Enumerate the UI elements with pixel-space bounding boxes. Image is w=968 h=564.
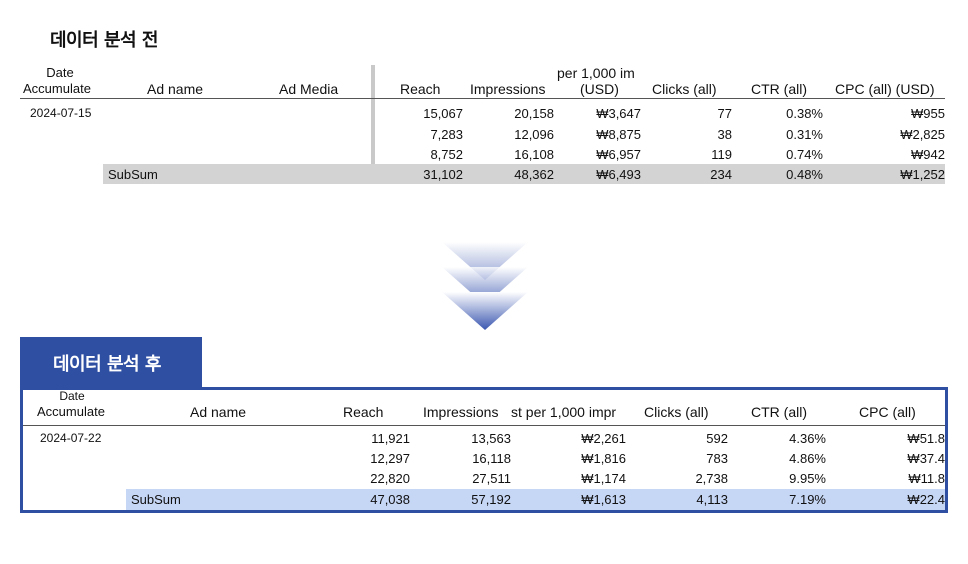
cell-clicks: 2,738 [695,471,728,486]
header-cpm-line1: per 1,000 im [557,65,635,81]
cell-impressions: 12,096 [514,127,554,142]
header-ctr: CTR (all) [751,404,807,420]
cell-cpm: ₩3,647 [596,106,641,121]
cell-clicks: 38 [717,127,732,142]
header-date-line2: Accumulate [23,81,91,96]
cell-impressions: 13,563 [471,431,511,446]
cell-cpc: ₩942 [911,147,945,162]
row-date: 2024-07-22 [40,431,102,445]
cell-cpc: ₩955 [911,106,945,121]
subsum-clicks: 234 [710,167,732,182]
cell-impressions: 27,511 [472,471,511,486]
cell-clicks: 119 [711,147,732,162]
header-cpc: CPC (all) (USD) [835,81,935,97]
header-cpm-line2: (USD) [580,81,619,97]
header-ad-name: Ad name [147,81,204,97]
cell-cpm: ₩1,816 [581,451,626,466]
subsum-cpm: ₩6,493 [596,167,641,182]
subsum-label: SubSum [108,167,158,182]
subsum-ctr: 0.48% [786,167,823,182]
cell-impressions: 16,118 [472,451,511,466]
header-ad-media: Ad Media [279,81,339,97]
cell-cpc: ₩37.4 [907,451,945,466]
before-section-title: 데이터 분석 전 [50,30,158,51]
cell-reach: 15,067 [423,106,463,121]
cell-cpc: ₩11.8 [908,471,945,486]
header-date-line1: Date [46,65,74,80]
cell-clicks: 592 [706,431,728,446]
after-table-frame [20,387,948,513]
subsum-impressions: 57,192 [471,492,511,507]
cell-ctr: 4.86% [789,451,826,466]
header-impressions: Impressions [423,404,499,420]
cell-clicks: 77 [717,106,732,121]
cell-reach: 8,752 [430,147,463,162]
subsum-row-background [126,489,945,510]
header-date-line1: Date [59,389,85,403]
cell-reach: 12,297 [370,451,410,466]
header-ctr: CTR (all) [751,81,807,97]
cell-ctr: 4.36% [789,431,826,446]
subsum-reach: 31,102 [423,167,463,182]
row-date: 2024-07-15 [30,106,92,120]
cell-reach: 22,820 [370,471,410,486]
subsum-reach: 47,038 [370,492,410,507]
cell-ctr: 0.74% [786,147,823,162]
header-divider [20,98,945,99]
cell-reach: 7,283 [430,127,463,142]
cell-cpm: ₩6,957 [596,147,641,162]
cell-reach: 11,921 [371,431,410,446]
cell-clicks: 783 [706,451,728,466]
cell-impressions: 20,158 [514,106,554,121]
subsum-cpc: ₩1,252 [900,167,945,182]
subsum-label: SubSum [131,492,181,507]
subsum-cpm: ₩1,613 [581,492,626,507]
header-reach: Reach [343,404,384,420]
cell-cpc: ₩2,825 [900,127,945,142]
header-clicks: Clicks (all) [652,81,717,97]
cell-cpm: ₩1,174 [581,471,626,486]
cell-cpc: ₩51.8 [907,431,945,446]
after-section-title: 데이터 분석 후 [20,337,202,387]
header-reach: Reach [400,81,441,97]
subsum-clicks: 4,113 [696,492,728,507]
cell-ctr: 0.38% [786,106,823,121]
column-divider [371,65,375,184]
cell-impressions: 16,108 [514,147,554,162]
cell-ctr: 0.31% [786,127,823,142]
cell-ctr: 9.95% [789,471,826,486]
header-ad-name: Ad name [190,404,247,420]
subsum-ctr: 7.19% [789,492,826,507]
header-cpc: CPC (all) [859,404,916,420]
cell-cpm: ₩8,875 [596,127,641,142]
header-impressions: Impressions [470,81,546,97]
header-clicks: Clicks (all) [644,404,709,420]
triple-chevron-down-icon [442,242,528,330]
subsum-impressions: 48,362 [514,167,554,182]
subsum-row-background [103,164,945,184]
subsum-cpc: ₩22.4 [907,492,945,507]
header-cpm: st per 1,000 impr [511,404,617,420]
header-date-line2: Accumulate [37,404,105,419]
header-divider [23,425,945,426]
cell-cpm: ₩2,261 [581,431,626,446]
